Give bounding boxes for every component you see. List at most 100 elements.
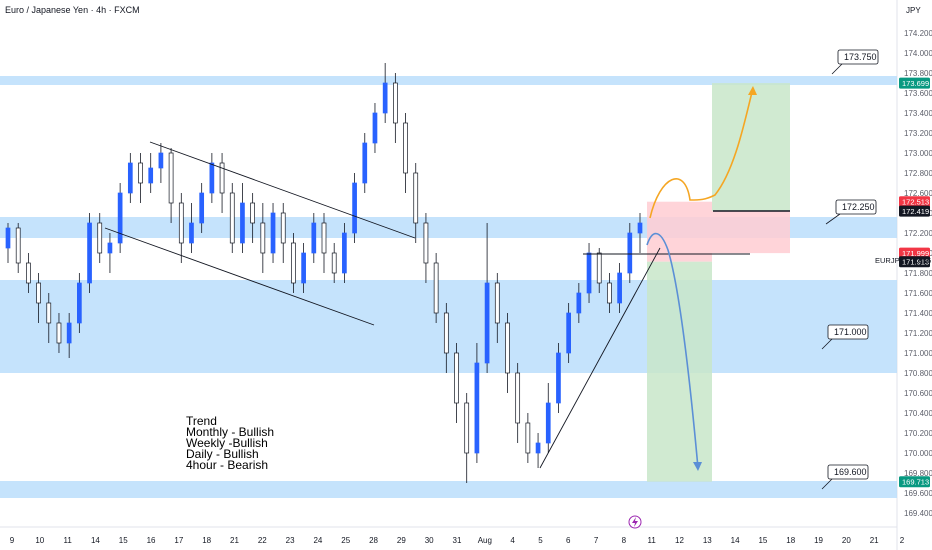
price-badge <box>899 247 930 259</box>
price-tick-label: 173.400 <box>904 109 932 118</box>
short-target-box <box>647 261 712 482</box>
long-stop-box <box>712 211 790 254</box>
symbol-name: EURJPY <box>875 256 905 265</box>
time-tick-label: 10 <box>35 536 44 545</box>
candle-body <box>382 82 388 114</box>
price-badge <box>899 205 930 217</box>
callout-pointer <box>821 338 833 350</box>
time-tick-label: 25 <box>341 536 350 545</box>
callout-box <box>837 49 879 65</box>
price-tick-label: 173.000 <box>904 149 932 158</box>
candle-body <box>423 222 429 264</box>
candle-body <box>178 202 184 244</box>
price-tick-label: 171.600 <box>904 289 932 298</box>
time-tick-label: 6 <box>566 536 571 545</box>
time-tick-label: 21 <box>230 536 239 545</box>
time-axis-ticks: 9 10 11 14 15 16 17 18 21 22 23 24 25 28 29 30 31 Aug 4 5 6 7… <box>10 536 905 545</box>
level-callouts: 173.750 172.250 171.000 169.600 <box>821 49 879 490</box>
candle-body <box>250 202 255 224</box>
lightning-event-icon[interactable] <box>628 515 642 529</box>
time-tick-label: 11 <box>63 536 72 545</box>
time-tick-label: 15 <box>119 536 128 545</box>
bullish-projection-path <box>649 87 754 219</box>
candle-body <box>342 232 347 274</box>
bearish-arrow-head <box>693 462 702 471</box>
price-tick-label: 173.800 <box>904 69 932 78</box>
candle-body <box>311 222 317 254</box>
candle-body <box>270 212 276 254</box>
candle-body <box>301 252 306 284</box>
candle-body <box>484 282 490 364</box>
candle-body <box>229 192 235 244</box>
time-tick-label: 18 <box>202 536 211 545</box>
candle-body <box>148 167 154 184</box>
candle-body <box>56 322 62 344</box>
price-axis-ticks: 169.400 169.600 169.800 170.000 170.200 170.4… <box>904 29 932 518</box>
zone-band <box>0 76 897 85</box>
price-tick-label: 174.200 <box>904 29 932 38</box>
candle-body <box>107 242 113 254</box>
chart-title: Euro / Japanese Yen · 4h · FXCM <box>5 5 140 15</box>
price-badge-label: 172.419 <box>902 207 929 216</box>
candlestick-series <box>5 63 643 483</box>
candle-body <box>403 122 408 174</box>
trend-note-line: Trend <box>186 414 217 428</box>
candle-body <box>219 162 225 194</box>
channel-upper-line <box>149 141 416 239</box>
price-badge-label: 171.913 <box>902 258 929 267</box>
time-tick-label: 14 <box>91 536 100 545</box>
trend-note-line: Weekly -Bullish <box>186 436 268 450</box>
time-tick-label: 17 <box>174 536 183 545</box>
price-tick-label: 171.800 <box>904 269 932 278</box>
short-stop-box <box>647 201 712 262</box>
price-tick-label: 170.200 <box>904 429 932 438</box>
position-boxes <box>647 83 790 482</box>
price-badge <box>899 77 930 89</box>
callout-label: 173.750 <box>844 52 877 62</box>
candle-body <box>433 262 439 314</box>
price-tick-label: 171.200 <box>904 329 932 338</box>
price-tick-label: 172.600 <box>904 189 932 198</box>
candle-body <box>158 152 164 169</box>
price-badge-label: 172.513 <box>902 198 929 207</box>
candle-body <box>331 252 337 274</box>
bearish-projection-path <box>646 232 699 469</box>
candle-body <box>36 282 41 304</box>
candle-body <box>525 422 531 454</box>
candle-body <box>209 162 215 194</box>
currency-label: JPY <box>906 6 921 15</box>
time-tick-label: 19 <box>814 536 823 545</box>
time-tick-label: 24 <box>313 536 322 545</box>
time-tick-label: 15 <box>758 536 767 545</box>
candle-body <box>627 232 633 274</box>
candle-body <box>607 282 612 304</box>
time-tick-label: 23 <box>286 536 295 545</box>
price-tick-label: 174.000 <box>904 49 932 58</box>
candle-body <box>443 312 449 354</box>
candle-body <box>260 222 266 254</box>
time-tick-label: 29 <box>397 536 406 545</box>
price-tick-label: 169.800 <box>904 469 932 478</box>
time-tick-label: Aug <box>478 536 492 545</box>
candle-body <box>474 362 480 454</box>
price-tick-label: 169.400 <box>904 509 932 518</box>
candle-body <box>87 222 92 284</box>
price-badge <box>899 196 930 208</box>
time-tick-label: 31 <box>453 536 462 545</box>
time-tick-label: 9 <box>10 536 15 545</box>
candle-body <box>515 372 521 424</box>
candle-body <box>393 82 398 124</box>
candle-body <box>362 142 368 184</box>
time-tick-label: 28 <box>369 536 378 545</box>
candle-body <box>199 192 205 224</box>
time-tick-label: 13 <box>703 536 712 545</box>
ascending-trend-line <box>539 247 661 469</box>
candle-body <box>596 252 602 284</box>
candle-body <box>291 242 296 284</box>
candle-body <box>77 282 82 324</box>
time-tick-label: 20 <box>842 536 851 545</box>
trend-note-line: 4hour - Bearish <box>186 458 268 472</box>
callout-box <box>827 324 869 340</box>
candle-body <box>66 322 72 344</box>
